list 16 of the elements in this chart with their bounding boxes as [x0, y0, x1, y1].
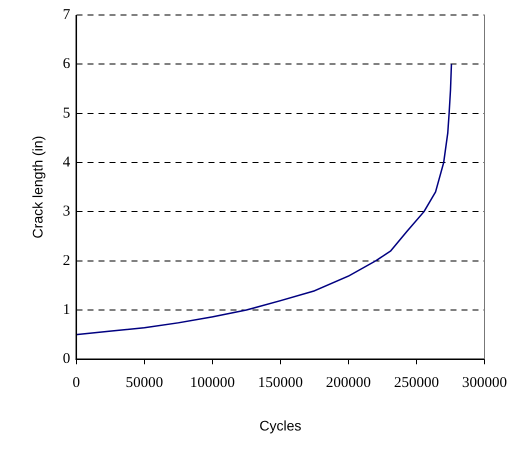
x-tick-label: 200000	[326, 375, 371, 392]
y-tick-label: 1	[62, 302, 70, 318]
x-tick-label: 250000	[394, 375, 439, 392]
y-tick-label: 3	[62, 204, 70, 220]
x-tick-label: 100000	[190, 375, 235, 392]
y-tick-label: 4	[62, 154, 71, 170]
x-tick-label: 150000	[258, 375, 303, 392]
y-tick-label: 0	[62, 351, 70, 368]
y-axis-title: Crack length (in)	[29, 136, 46, 238]
x-tick-label: 50000	[126, 375, 164, 392]
x-tick-label: 300000	[462, 375, 507, 392]
y-tick-label: 7	[62, 6, 71, 23]
y-tick-label: 5	[62, 105, 70, 122]
y-tick-label: 2	[62, 252, 70, 269]
x-axis-title: Cycles	[259, 417, 302, 434]
y-tick-label: 6	[62, 56, 71, 72]
